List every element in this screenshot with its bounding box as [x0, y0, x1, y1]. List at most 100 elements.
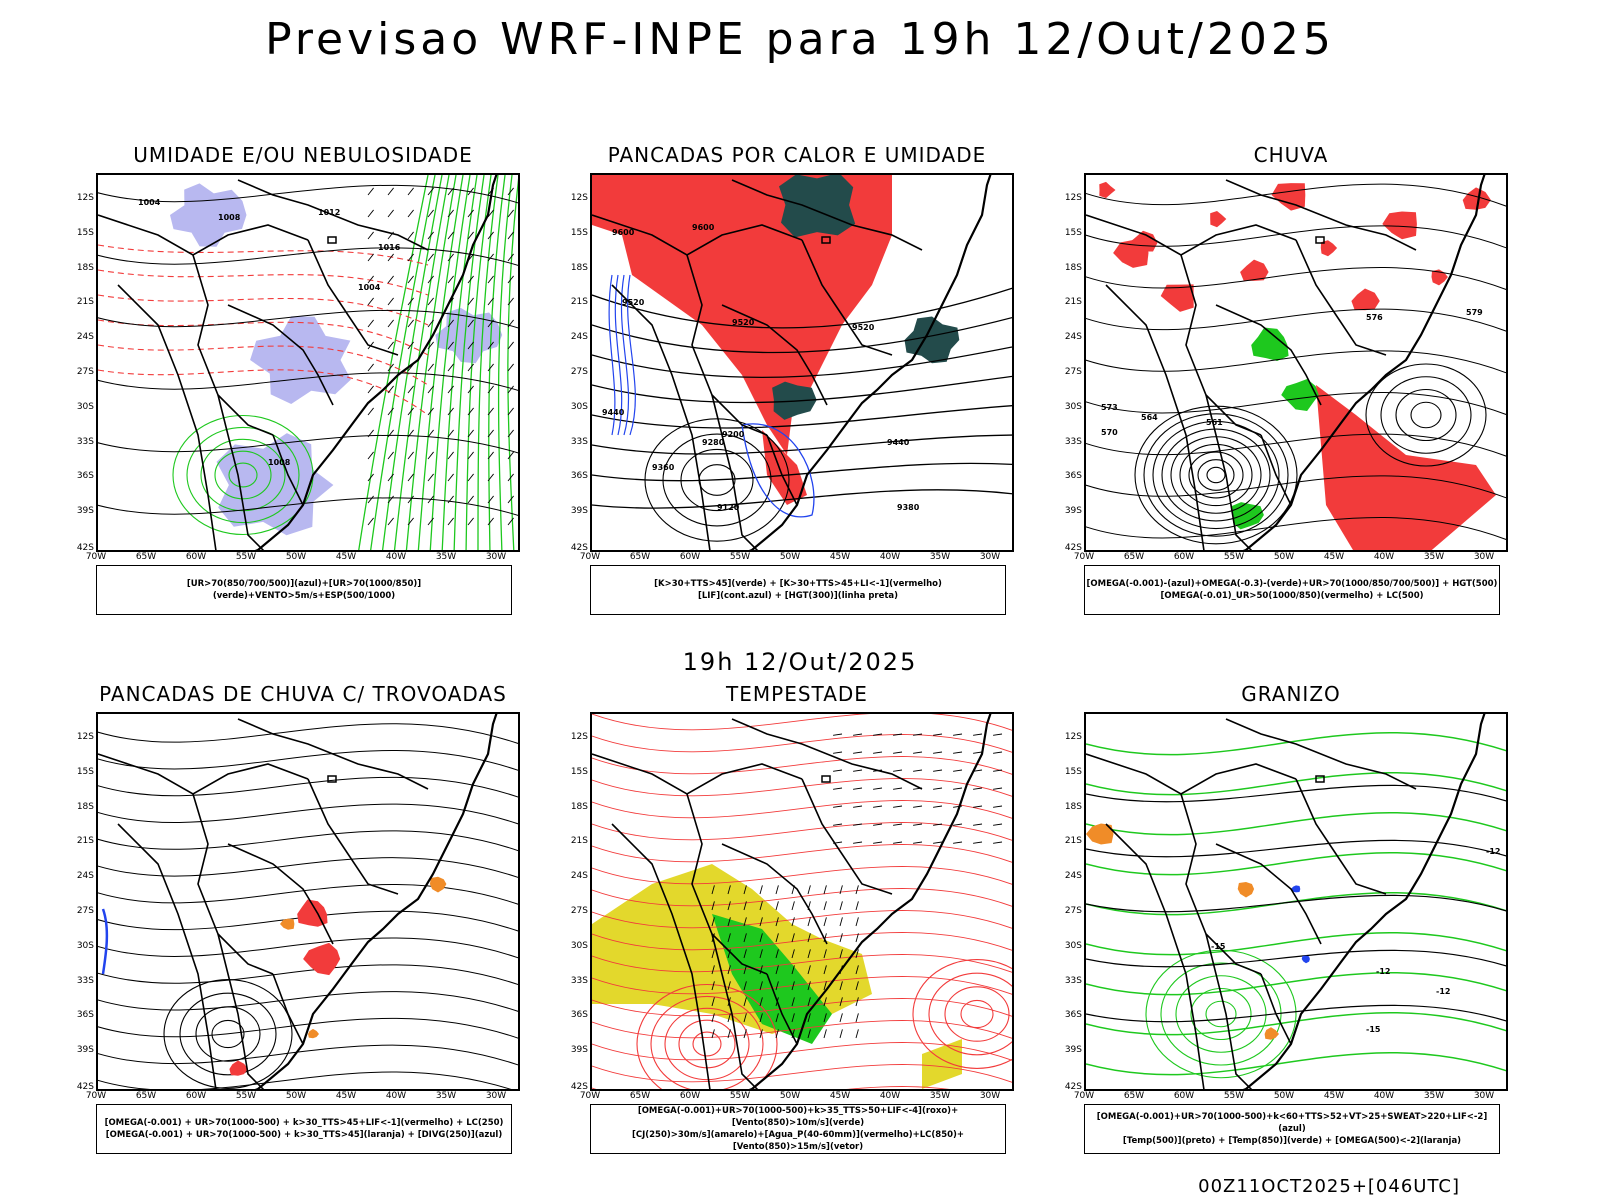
hail-area — [1301, 955, 1310, 964]
wind-vector — [727, 965, 731, 975]
country-border — [307, 239, 399, 356]
wind-vector — [807, 965, 811, 975]
wind-vector — [711, 949, 715, 959]
wind-vector — [487, 253, 494, 262]
latitude-tick-label: 27S — [570, 906, 588, 916]
instability-area — [592, 175, 892, 455]
latitude-tick-label: 15S — [570, 227, 588, 238]
forecast-map — [96, 712, 520, 1091]
wind-vector — [791, 1013, 795, 1023]
latitude-tick-label: 42S — [570, 1082, 588, 1092]
wind-vector — [743, 997, 747, 1007]
forecast-panel-6: GRANIZO -12 -15 -12 -12 -15 12S 15S 18S 21S 24S 27S… — [1056, 682, 1526, 1192]
panel-title: GRANIZO — [1241, 682, 1341, 706]
streamline — [98, 247, 518, 267]
latitude-tick-label: 30S — [570, 940, 588, 951]
country-border — [611, 284, 711, 550]
wind-vector — [367, 473, 374, 482]
latitude-tick-label: 12S — [1064, 193, 1082, 203]
geopotential-300-contour — [592, 316, 1012, 354]
wind-vector — [407, 253, 414, 262]
wind-vector — [953, 841, 963, 844]
longitude-tick-label: 40W — [879, 552, 901, 562]
wind-vector — [447, 495, 454, 504]
panel-legend: [OMEGA(-0.001)+UR>70(1000-500)+k<60+TTS>… — [1084, 1104, 1500, 1154]
wind-vector — [873, 787, 883, 790]
temperature-850-contour — [1145, 949, 1297, 1079]
federal-district-marker — [821, 775, 831, 783]
wind-vector — [447, 209, 454, 218]
wind-vector — [387, 407, 394, 416]
contour-label: 9200 — [722, 430, 745, 439]
panel-legend: [OMEGA(-0.001) + UR>70(1000-500) + k>30_… — [96, 1104, 512, 1154]
wind-vector — [507, 363, 514, 372]
wind-vector — [913, 733, 923, 736]
country-border — [1295, 239, 1387, 356]
country-border — [272, 973, 304, 1045]
rain-area — [1382, 211, 1417, 240]
longitude-tick-label: 45W — [829, 1091, 851, 1101]
latitude-tick-label: 21S — [76, 836, 94, 847]
country-border — [237, 179, 429, 251]
wind-vector — [387, 517, 394, 526]
wind-vector — [447, 385, 454, 394]
longitude-tick-label: 70W — [1073, 1091, 1095, 1101]
streamline — [98, 830, 518, 852]
country-border — [1260, 434, 1292, 506]
wind-vector — [807, 933, 811, 943]
latitude-tick-label: 39S — [1064, 1045, 1082, 1056]
latitude-tick-label: 42S — [76, 1082, 94, 1092]
latitude-tick-label: 39S — [76, 506, 94, 517]
map-canvas — [98, 714, 518, 1089]
wind-vector — [807, 885, 811, 895]
rain-area — [1160, 284, 1194, 312]
wind-vector — [791, 901, 795, 911]
wind-vector — [427, 297, 434, 306]
wind-vector — [775, 885, 779, 895]
wind-vector — [507, 297, 514, 306]
wind-vector — [833, 805, 843, 808]
wind-vector — [447, 407, 454, 416]
wind-vector — [953, 787, 963, 790]
bottom-row-title: 19h 12/Out/2025 — [682, 648, 918, 676]
longitude-tick-label: 40W — [385, 552, 407, 562]
wind-vector — [953, 823, 963, 826]
wind-vector — [973, 841, 983, 844]
map-canvas: -12 -15 -12 -12 -15 — [1086, 714, 1506, 1089]
wind-vector — [855, 1029, 859, 1039]
map-canvas: 9600 9600 9520 9520 9520 9440 9440 9360 92809200… — [592, 175, 1012, 550]
thickness-contour — [98, 369, 429, 416]
low-level-humidity-contour — [228, 462, 258, 488]
wind-vector — [467, 407, 474, 416]
country-border — [1086, 214, 1297, 256]
omega-green-area — [1231, 502, 1264, 530]
wind-vector — [775, 933, 779, 943]
streamline-850 — [592, 888, 1012, 907]
contour-label: 1004 — [138, 198, 161, 207]
wind-vector — [973, 787, 983, 790]
longitude-tick-label: 65W — [135, 1091, 157, 1101]
temperature-850-contour — [1086, 771, 1506, 796]
wind-vector — [933, 733, 943, 736]
wind-vector — [853, 805, 863, 808]
wind-vector — [427, 495, 434, 504]
longitude-tick-label: 30W — [979, 1091, 1001, 1101]
latitude-tick-label: 21S — [570, 836, 588, 847]
wind-vector — [427, 429, 434, 438]
wind-vector — [387, 297, 394, 306]
wind-vector — [833, 823, 843, 826]
latitude-tick-label: 27S — [76, 367, 94, 377]
wind-vector — [823, 981, 827, 991]
wind-vector — [727, 933, 731, 943]
wind-vector — [839, 1013, 843, 1023]
longitude-tick-label: 65W — [629, 552, 651, 562]
wind-vector — [743, 1013, 747, 1023]
longitude-tick-label: 60W — [185, 1091, 207, 1101]
longitude-tick-label: 70W — [85, 552, 107, 562]
streamline — [98, 750, 518, 771]
streamline — [98, 1044, 518, 1066]
geopotential-500-contour — [1152, 420, 1280, 530]
wind-vector — [447, 517, 454, 526]
wind-vector — [839, 933, 843, 943]
longitude-tick-label: 50W — [779, 552, 801, 562]
